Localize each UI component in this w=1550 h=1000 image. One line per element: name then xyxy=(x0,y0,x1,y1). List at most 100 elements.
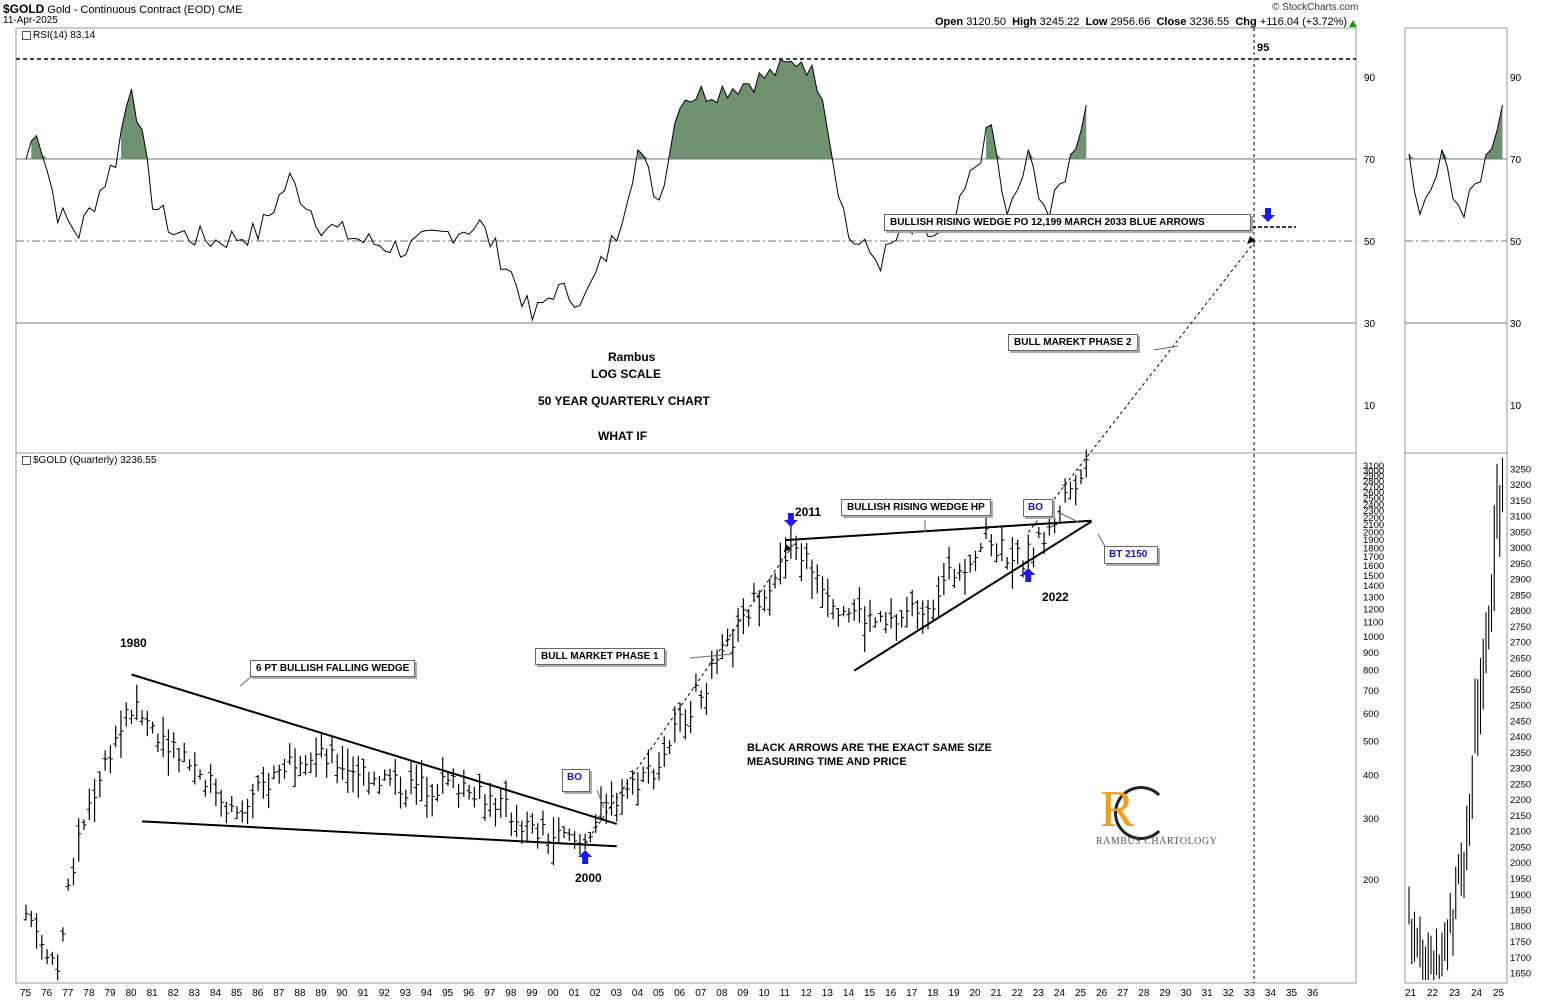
side-rsi-tick-label: 70 xyxy=(1510,155,1522,166)
price-tick-label: 3000 xyxy=(1363,466,1384,477)
x-tick-label: 35 xyxy=(1286,988,1298,999)
high-label: High xyxy=(1012,16,1037,28)
x-tick-label: 04 xyxy=(632,988,644,999)
x-tick-label: 36 xyxy=(1307,988,1319,999)
fifty-year-text: 50 YEAR QUARTERLY CHART xyxy=(538,394,710,408)
rambus-logo: R RAMBUS CHARTOLOGY xyxy=(1096,782,1217,852)
x-tick-label: 89 xyxy=(315,988,327,999)
side-rsi-tick-label: 30 xyxy=(1510,319,1522,330)
side-rsi-tick-label: 10 xyxy=(1510,401,1522,412)
x-tick-label: 79 xyxy=(104,988,116,999)
callout-pointer xyxy=(1057,511,1079,523)
falling-wedge-lower xyxy=(141,820,617,848)
x-tick-label: 76 xyxy=(41,988,53,999)
side-price-tick-label: 2250 xyxy=(1510,779,1531,790)
side-price-tick-label: 3050 xyxy=(1510,527,1531,538)
price-tick-label: 1300 xyxy=(1363,592,1384,603)
rsi-tick-label: 70 xyxy=(1364,155,1376,166)
price-tick-label: 2700 xyxy=(1363,482,1384,493)
price-tick-label: 500 xyxy=(1363,737,1379,748)
side-price-tick-label: 1950 xyxy=(1510,874,1531,885)
x-tick-label: 29 xyxy=(1159,988,1171,999)
price-tick-label: 1600 xyxy=(1363,561,1384,572)
x-tick-label: 99 xyxy=(526,988,538,999)
side-price-tick-label: 2950 xyxy=(1510,559,1531,570)
low-label: Low xyxy=(1085,16,1108,28)
blue-arrow-2011-icon xyxy=(783,513,798,527)
open-value: 3120.50 xyxy=(966,16,1006,28)
price-legend-icon xyxy=(22,455,31,465)
x-tick-label: 15 xyxy=(864,988,876,999)
side-rsi-tick-label: 50 xyxy=(1510,237,1522,248)
side-rsi-tick-label: 90 xyxy=(1510,73,1522,84)
side-price-tick-label: 2050 xyxy=(1510,842,1531,853)
x-tick-label: 12 xyxy=(801,988,813,999)
close-label: Close xyxy=(1156,16,1187,28)
price-tick-label: 1100 xyxy=(1363,618,1383,629)
price-tick-label: 2000 xyxy=(1363,527,1384,538)
x-tick-label: 25 xyxy=(1075,988,1087,999)
price-layer xyxy=(23,449,1089,981)
phase2-projection-line xyxy=(1027,240,1256,533)
price-tick-label: 2100 xyxy=(1363,520,1384,531)
rsi-line xyxy=(25,59,1087,322)
price-tick-label: 1500 xyxy=(1363,571,1384,582)
callout-pointer xyxy=(1097,533,1107,549)
side-price-tick-label: 2650 xyxy=(1510,653,1531,664)
side-price-tick-label: 2450 xyxy=(1510,716,1531,727)
x-tick-label: 21 xyxy=(991,988,1003,999)
side-price-tick-label: 2750 xyxy=(1510,622,1531,633)
price-tick-label: 2400 xyxy=(1363,500,1384,511)
price-label-text: $GOLD (Quarterly) 3236.55 xyxy=(33,455,157,466)
phase2-arrowhead xyxy=(1247,236,1256,244)
chg-value: +116.04 (+3.72%) xyxy=(1259,16,1348,28)
x-tick-label: 34 xyxy=(1265,988,1277,999)
rising-wedge-lower xyxy=(853,520,1093,672)
price-tick-label: 900 xyxy=(1363,648,1379,659)
blue-arrow-2000-icon xyxy=(578,850,593,864)
drawing-layer xyxy=(131,208,1296,864)
side-price-tick-label: 2100 xyxy=(1510,827,1531,838)
year-2000: 2000 xyxy=(575,871,602,885)
symbol: $GOLD xyxy=(3,2,45,16)
exchange: CME xyxy=(217,4,243,16)
x-tick-label: 98 xyxy=(505,988,517,999)
price-tick-label: 800 xyxy=(1363,666,1379,677)
x-tick-label: 26 xyxy=(1096,988,1108,999)
side-price-frame xyxy=(1404,452,1508,984)
x-tick-label: 20 xyxy=(970,988,982,999)
side-x-tick-label: 22 xyxy=(1427,988,1439,999)
rsi-tick-label: 10 xyxy=(1364,401,1376,412)
side-price-tick-label: 1750 xyxy=(1510,937,1531,948)
price-tick-label: 2800 xyxy=(1363,477,1384,488)
bo-2000-callout: BO xyxy=(562,769,590,792)
side-price-tick-label: 2850 xyxy=(1510,590,1531,601)
side-price-tick-label: 2000 xyxy=(1510,858,1531,869)
price-tick-label: 2500 xyxy=(1363,494,1384,505)
rsi-legend-icon xyxy=(22,30,31,40)
watermark: © StockCharts.com xyxy=(1272,2,1359,13)
x-tick-label: 77 xyxy=(62,988,74,999)
side-layer xyxy=(1405,104,1507,980)
wedge-po-callout: BULLISH RISING WEDGE PO 12,199 MARCH 203… xyxy=(884,214,1251,231)
x-tick-label: 28 xyxy=(1138,988,1150,999)
x-tick-label: 05 xyxy=(653,988,665,999)
side-price-tick-label: 1700 xyxy=(1510,953,1531,964)
x-tick-label: 88 xyxy=(294,988,306,999)
x-tick-label: 10 xyxy=(759,988,771,999)
x-tick-label: 93 xyxy=(400,988,412,999)
price-panel-frame xyxy=(15,452,1357,984)
x-tick-label: 18 xyxy=(927,988,939,999)
x-tick-label: 32 xyxy=(1223,988,1235,999)
price-tick-label: 2200 xyxy=(1363,513,1384,524)
x-tick-label: 08 xyxy=(716,988,728,999)
price-tick-label: 1700 xyxy=(1363,552,1384,563)
side-price-tick-label: 2700 xyxy=(1510,638,1531,649)
rsi-label: RSI(14) 83.14 xyxy=(22,30,95,41)
chg-label: Chg xyxy=(1235,16,1257,28)
x-tick-label: 01 xyxy=(569,988,581,999)
callout-pointer xyxy=(1153,345,1179,351)
falling-wedge-callout: 6 PT BULLISH FALLING WEDGE xyxy=(250,660,416,677)
side-x-tick-label: 25 xyxy=(1493,988,1505,999)
log-scale-text: LOG SCALE xyxy=(591,367,662,381)
